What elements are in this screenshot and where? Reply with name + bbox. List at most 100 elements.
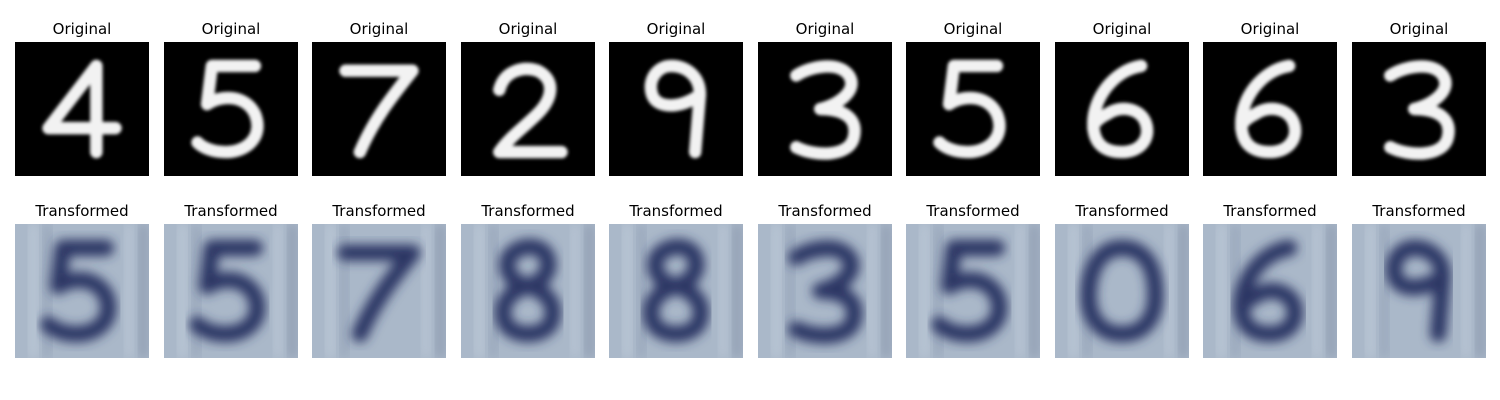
transformed-digit-image xyxy=(609,224,743,358)
digit-stroke xyxy=(189,239,266,343)
digit-stroke xyxy=(339,64,419,159)
digit-stroke xyxy=(642,238,710,343)
panel-title: Original xyxy=(1389,20,1449,38)
digit-stroke xyxy=(1080,239,1164,343)
background-streak xyxy=(934,224,943,358)
background-streak xyxy=(1462,224,1470,358)
panel-title: Transformed xyxy=(926,202,1020,220)
background-streak xyxy=(637,224,646,358)
background-streak xyxy=(868,224,876,358)
digit-stroke xyxy=(933,59,1006,159)
background-streak xyxy=(1217,224,1226,358)
background-streak xyxy=(489,224,498,358)
panel-title: Original xyxy=(52,20,112,38)
digit-stroke xyxy=(1087,59,1154,159)
panel-title: Original xyxy=(349,20,409,38)
background-streak xyxy=(192,224,201,358)
digit-stroke xyxy=(191,59,264,159)
panel-title: Original xyxy=(646,20,706,38)
background-streak xyxy=(1313,224,1321,358)
background-streak xyxy=(571,224,579,358)
digit-stroke xyxy=(788,240,863,344)
digit-stroke xyxy=(1233,239,1304,343)
background-streak xyxy=(1165,224,1173,358)
panel-title: Original xyxy=(943,20,1003,38)
background-streak xyxy=(1327,224,1336,358)
background-streak xyxy=(288,224,297,358)
transformed-digit-image xyxy=(758,224,892,358)
digit-stroke xyxy=(40,239,117,343)
panel-title: Original xyxy=(201,20,261,38)
background-streak xyxy=(920,224,929,358)
background-streak xyxy=(1069,224,1078,358)
digit-stroke xyxy=(42,59,122,159)
panel-title: Transformed xyxy=(35,202,129,220)
background-streak xyxy=(882,224,891,358)
transformed-digit-image xyxy=(1352,224,1486,358)
background-streak xyxy=(178,224,187,358)
background-streak xyxy=(274,224,282,358)
background-streak xyxy=(1476,224,1485,358)
background-streak xyxy=(623,224,632,358)
background-streak xyxy=(436,224,445,358)
original-digit-image xyxy=(758,42,892,176)
background-streak xyxy=(340,224,349,358)
digit-stroke xyxy=(1385,239,1452,343)
original-digit-image xyxy=(1055,42,1189,176)
original-digit-image xyxy=(312,42,446,176)
background-streak xyxy=(1366,224,1375,358)
transformed-digit-image xyxy=(312,224,446,358)
transformed-digit-image xyxy=(1203,224,1337,358)
background-streak xyxy=(1030,224,1039,358)
panel-title: Transformed xyxy=(778,202,872,220)
transformed-digit-image xyxy=(1055,224,1189,358)
original-digit-image xyxy=(164,42,298,176)
background-streak xyxy=(475,224,484,358)
transformed-digit-image xyxy=(164,224,298,358)
original-digit-image xyxy=(1203,42,1337,176)
panel-title: Transformed xyxy=(1223,202,1317,220)
digit-stroke xyxy=(931,239,1008,343)
background-streak xyxy=(139,224,148,358)
transformed-digit-image xyxy=(15,224,149,358)
panel-title: Original xyxy=(498,20,558,38)
transformed-digit-image xyxy=(461,224,595,358)
background-streak xyxy=(733,224,742,358)
background-streak xyxy=(786,224,795,358)
background-streak xyxy=(772,224,781,358)
image-background xyxy=(15,42,149,176)
digit-stroke xyxy=(644,59,707,159)
panel-title: Transformed xyxy=(629,202,723,220)
background-streak xyxy=(585,224,594,358)
original-digit-image xyxy=(15,42,149,176)
original-digit-image xyxy=(906,42,1040,176)
panel-title: Original xyxy=(1240,20,1300,38)
background-streak xyxy=(422,224,430,358)
panel-title: Transformed xyxy=(481,202,575,220)
digit-stroke xyxy=(1235,59,1302,159)
background-streak xyxy=(1179,224,1188,358)
background-streak xyxy=(29,224,38,358)
background-streak xyxy=(326,224,335,358)
panel-title: Original xyxy=(795,20,855,38)
digit-stroke xyxy=(790,60,861,160)
background-streak xyxy=(125,224,133,358)
background-streak xyxy=(43,224,52,358)
panel-title: Transformed xyxy=(1075,202,1169,220)
original-digit-image xyxy=(609,42,743,176)
digit-stroke xyxy=(493,62,568,159)
background-streak xyxy=(719,224,727,358)
background-streak xyxy=(1380,224,1389,358)
panel-title: Original xyxy=(1092,20,1152,38)
original-digit-image xyxy=(1352,42,1486,176)
digit-stroke xyxy=(494,238,562,343)
background-streak xyxy=(1016,224,1024,358)
digit-stroke xyxy=(337,244,421,343)
panel-title: Transformed xyxy=(332,202,426,220)
transformed-digit-image xyxy=(906,224,1040,358)
panel-title: Transformed xyxy=(184,202,278,220)
panel-title: Transformed xyxy=(1372,202,1466,220)
original-digit-image xyxy=(461,42,595,176)
digit-stroke xyxy=(1384,60,1455,160)
